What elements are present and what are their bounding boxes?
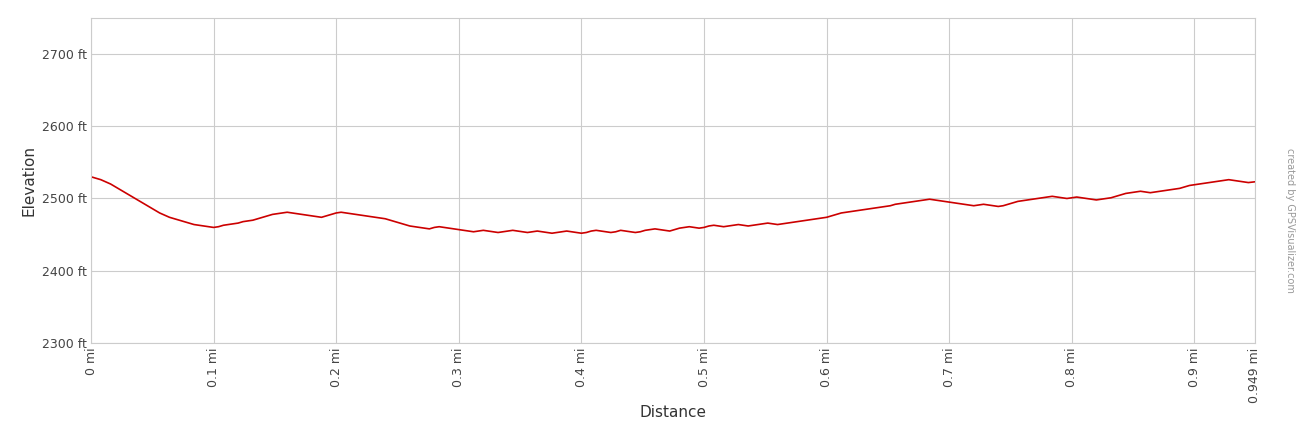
Y-axis label: Elevation: Elevation [21, 145, 36, 216]
Text: created by GPSVisualizer.com: created by GPSVisualizer.com [1284, 147, 1295, 293]
X-axis label: Distance: Distance [640, 405, 706, 420]
